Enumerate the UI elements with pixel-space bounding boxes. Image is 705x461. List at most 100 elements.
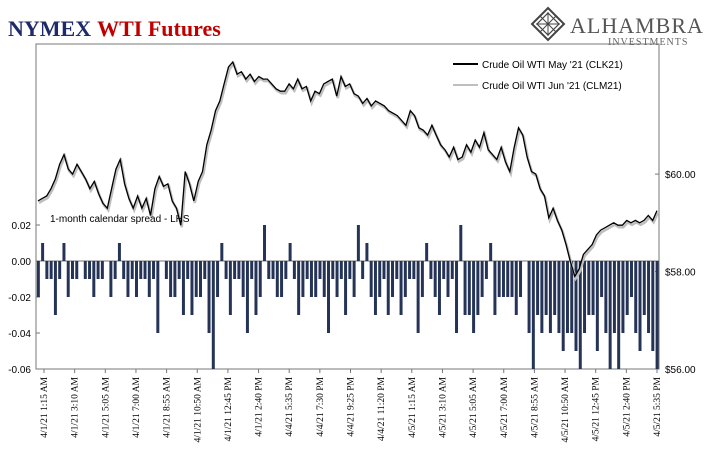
x-tick-label: 4/1/21 2:40 PM (255, 376, 265, 436)
spread-bar (62, 243, 66, 261)
spread-bar (41, 243, 45, 261)
spread-bar (254, 261, 258, 315)
spread-bar (186, 261, 190, 279)
right-tick-label: $56.00 (665, 365, 696, 376)
spread-bar (519, 261, 523, 297)
spread-bar (437, 261, 441, 315)
x-tick-label: 4/5/21 8:55 AM (530, 376, 540, 437)
spread-bar (53, 261, 57, 315)
spread-bar (373, 261, 377, 315)
spread-bar (356, 225, 360, 261)
spread-bar (181, 261, 185, 315)
spread-bar (416, 261, 420, 333)
spread-bar (109, 261, 113, 297)
spread-bar (399, 261, 403, 315)
spread-bar (369, 261, 373, 297)
x-tick-label: 4/1/21 1:15 AM (40, 376, 50, 437)
spread-bar (408, 261, 412, 279)
spread-bar (190, 261, 194, 315)
spread-bar (587, 261, 591, 315)
x-tick-label: 4/1/21 10:50 AM (193, 376, 203, 442)
legend-label-may: Crude Oil WTI May '21 (CLK21) (482, 60, 623, 71)
spread-bar (233, 261, 237, 279)
spread-bar (284, 261, 288, 279)
spread-annotation: 1-month calendar spread - LHS (50, 214, 190, 225)
spread-bar (420, 261, 424, 297)
spread-bar (267, 261, 271, 279)
spread-bar (280, 261, 284, 297)
spread-bar (604, 261, 608, 333)
title-part-1: NYMEX (8, 16, 91, 41)
spread-bar (655, 261, 659, 369)
spread-bar (96, 261, 100, 279)
legend-label-jun: Crude Oil WTI Jun '21 (CLM21) (482, 81, 622, 92)
spread-bar (647, 261, 651, 333)
x-tick-label: 4/1/21 7:00 AM (132, 376, 142, 437)
x-tick-label: 4/5/21 2:40 PM (622, 376, 632, 436)
price-lines (37, 60, 660, 282)
spread-bar (497, 261, 501, 297)
spread-bar (207, 261, 211, 333)
spread-bar (425, 243, 429, 261)
spread-bar (275, 261, 279, 297)
right-tick-label: $58.00 (665, 268, 696, 279)
spread-bar (574, 261, 578, 351)
x-tick-label: 4/1/21 12:45 PM (224, 376, 234, 441)
spread-bar (476, 261, 480, 315)
spread-bar (164, 261, 168, 279)
x-tick-label: 4/4/21 9:25 PM (347, 376, 357, 436)
spread-bar (327, 261, 331, 333)
spread-bar (147, 261, 151, 297)
left-tick-label: 0.00 (12, 257, 32, 268)
spread-bar (339, 261, 343, 279)
spread-bar (92, 261, 96, 297)
spread-bar (403, 261, 407, 297)
right-tick-label: $60.00 (665, 170, 696, 181)
left-axis: 0.02 0.00 -0.02 -0.04 -0.06 (8, 221, 659, 376)
spread-bars (36, 225, 659, 369)
spread-bar (305, 261, 309, 279)
spread-bar (211, 261, 215, 369)
spread-bar (216, 261, 220, 297)
spread-bar (510, 261, 514, 297)
diamond-lattice-icon (530, 6, 566, 42)
spread-bar (203, 261, 207, 279)
spread-bar (58, 261, 62, 279)
spread-bar (557, 261, 561, 333)
spread-bar (143, 261, 147, 279)
spread-bar (348, 261, 352, 279)
spread-bar (570, 261, 574, 333)
spread-bar (117, 243, 121, 261)
spread-bar (228, 261, 232, 315)
spread-bar (625, 261, 629, 315)
spread-bar (139, 261, 143, 279)
spread-bar (514, 261, 518, 315)
spread-bar (292, 261, 296, 279)
spread-bar (591, 261, 595, 315)
spread-bar (331, 261, 335, 279)
spread-bar (49, 261, 53, 279)
legend: Crude Oil WTI May '21 (CLK21) Crude Oil … (453, 60, 623, 92)
spread-bar (600, 261, 604, 297)
line-may (37, 60, 658, 279)
spread-bar (224, 261, 228, 279)
chart-title: NYMEX WTI Futures (8, 16, 221, 41)
spread-bar (540, 261, 544, 333)
spread-bar (75, 261, 79, 279)
spread-bar (220, 243, 224, 261)
left-tick-label: -0.02 (8, 293, 31, 304)
spread-bar (45, 261, 49, 279)
spread-bar (344, 261, 348, 315)
x-tick-label: 4/4/21 11:20 PM (377, 376, 387, 441)
spread-bar (450, 261, 454, 279)
spread-bar (544, 261, 548, 315)
plot-frame (35, 43, 660, 370)
spread-bar (531, 261, 535, 369)
spread-bar (629, 261, 633, 297)
spread-bar (352, 261, 356, 297)
spread-bar (314, 261, 318, 297)
right-axis: $60.00 $58.00 $56.00 (655, 170, 696, 376)
x-tick-label: 4/5/21 1:15 AM (408, 376, 418, 437)
spread-bar (583, 261, 587, 333)
